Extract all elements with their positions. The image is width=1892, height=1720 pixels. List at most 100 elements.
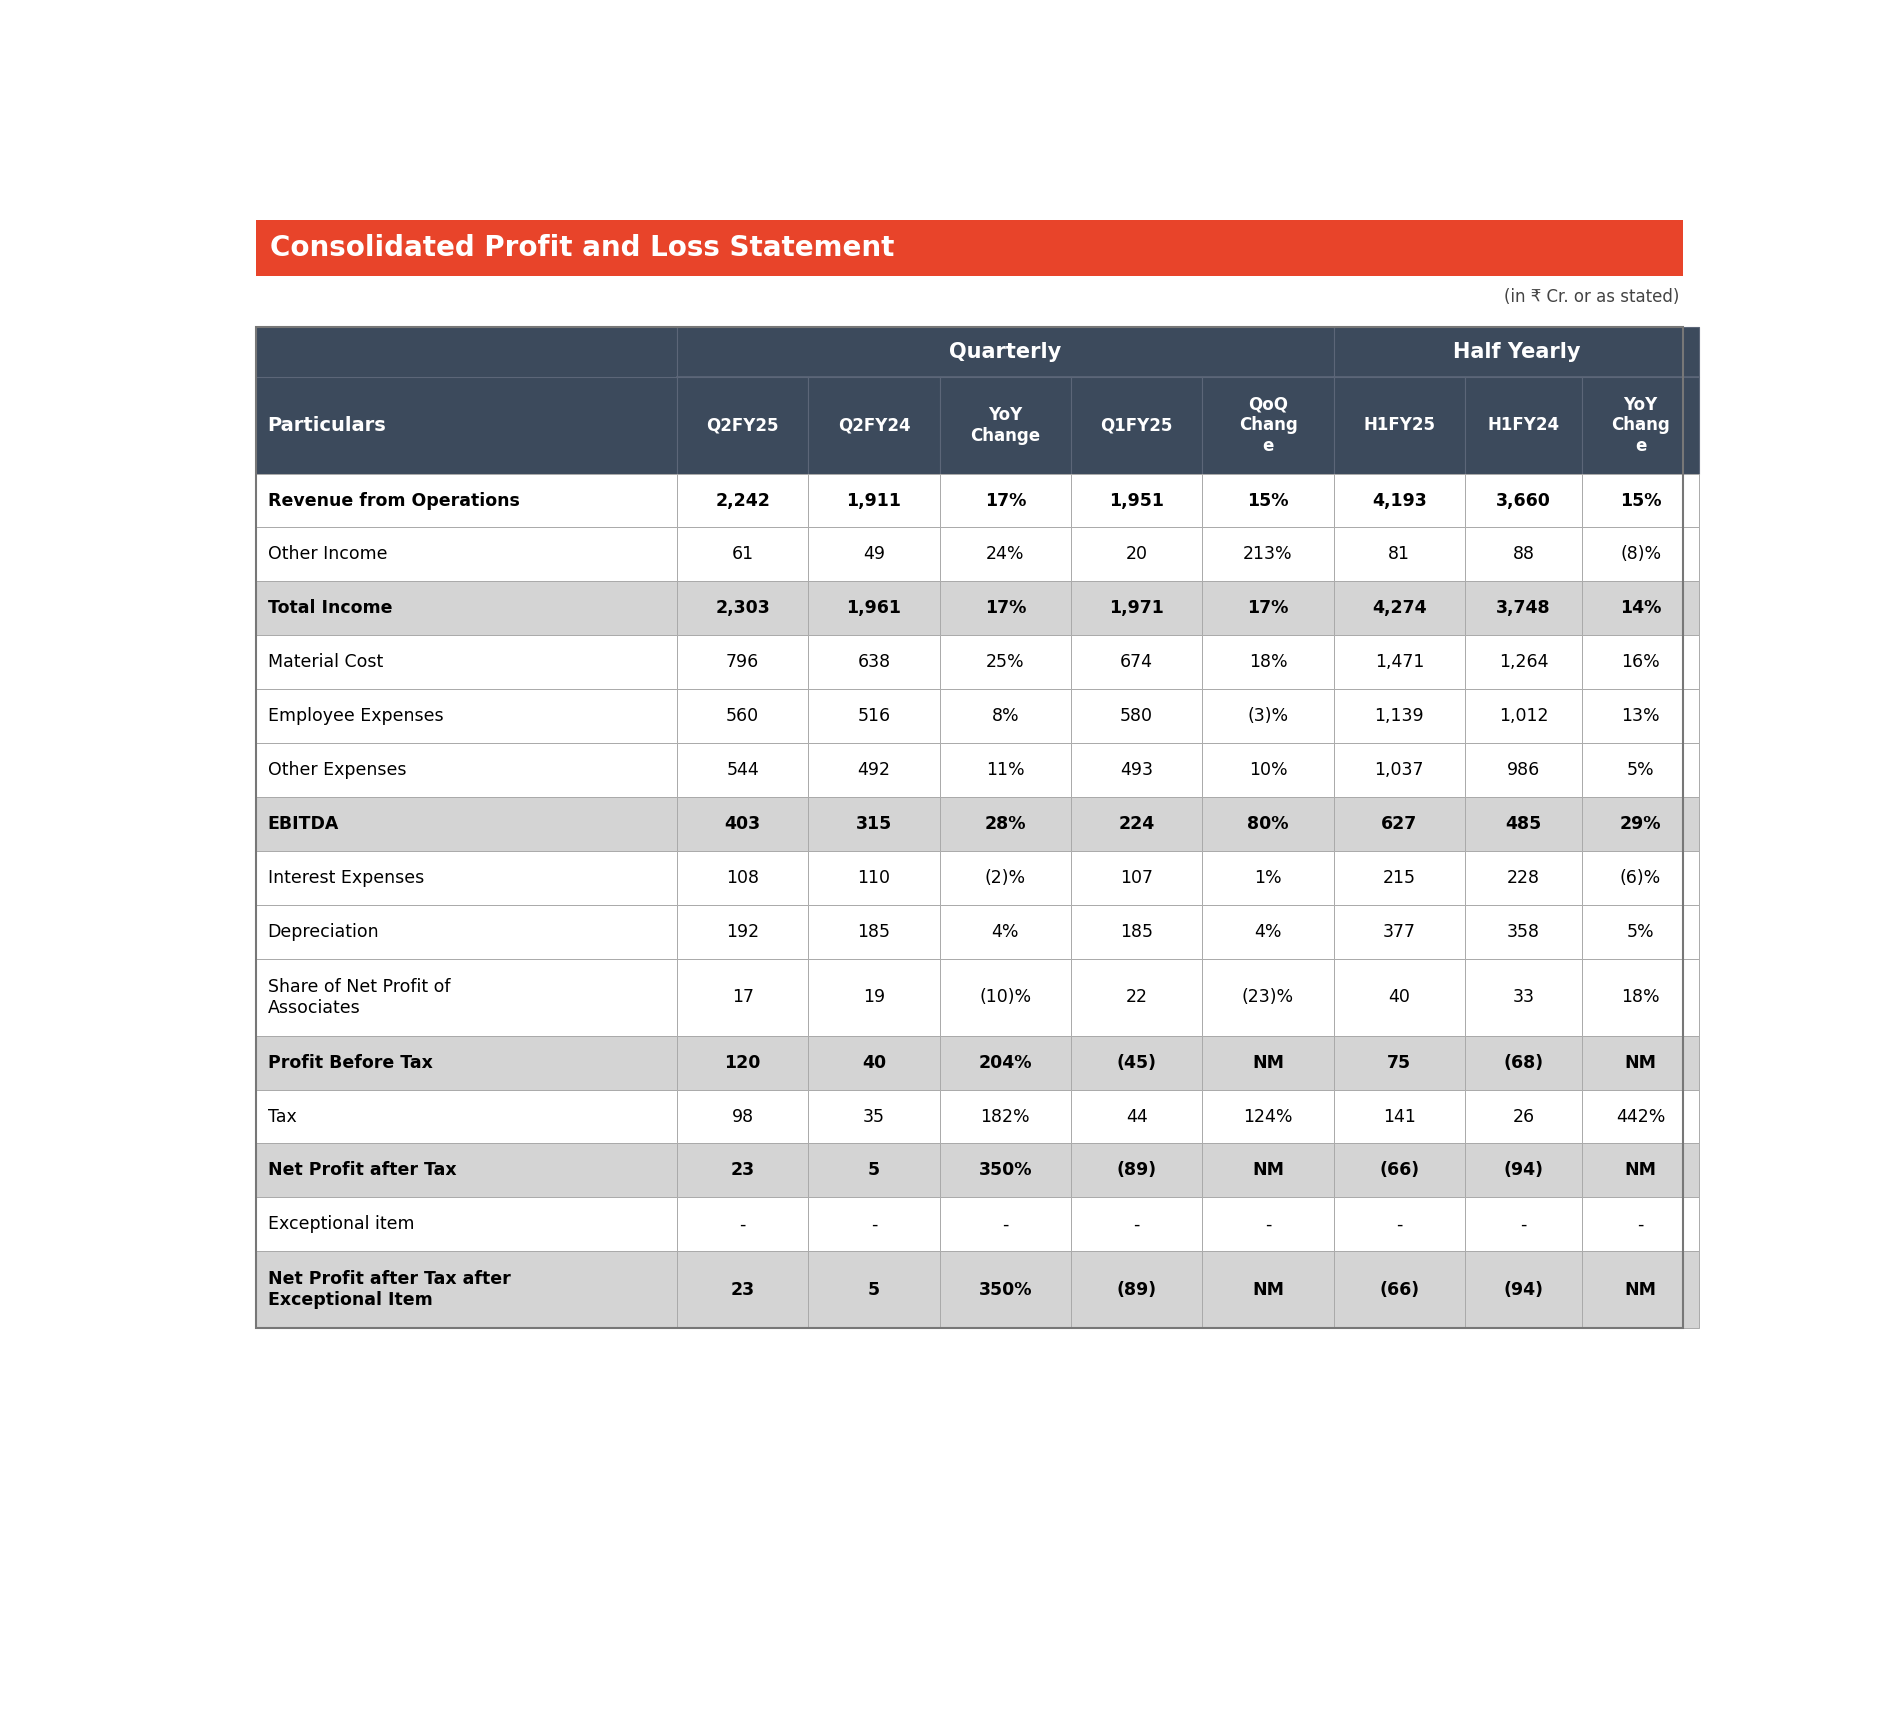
Bar [808, 1089, 940, 1144]
Bar [1582, 581, 1699, 635]
Bar [677, 581, 808, 635]
Bar [1582, 851, 1699, 905]
Bar [255, 743, 677, 796]
Bar [1464, 473, 1582, 528]
Bar [1334, 377, 1464, 473]
Bar [1582, 743, 1699, 796]
Text: H1FY25: H1FY25 [1364, 416, 1436, 435]
Bar [1201, 377, 1334, 473]
Bar [255, 220, 1684, 275]
Text: -: - [740, 1216, 745, 1233]
Bar [808, 1197, 940, 1250]
Bar [1582, 1197, 1699, 1250]
Text: 120: 120 [725, 1054, 761, 1072]
Bar [1464, 1197, 1582, 1250]
Text: 1,971: 1,971 [1109, 599, 1164, 617]
Bar [1071, 851, 1201, 905]
Text: 40: 40 [1389, 989, 1410, 1006]
Text: 23: 23 [730, 1161, 755, 1180]
Bar [940, 635, 1071, 690]
Text: Tax: Tax [267, 1108, 297, 1125]
Bar [255, 327, 677, 473]
Text: (in ₹ Cr. or as stated): (in ₹ Cr. or as stated) [1504, 287, 1680, 306]
Bar [1582, 528, 1699, 581]
Text: 17%: 17% [984, 492, 1025, 509]
Text: (89): (89) [1116, 1161, 1156, 1180]
Bar [255, 958, 677, 1035]
Text: 61: 61 [732, 545, 753, 564]
Bar [1334, 1197, 1464, 1250]
Text: Q1FY25: Q1FY25 [1101, 416, 1173, 435]
Bar [808, 1144, 940, 1197]
Text: Profit Before Tax: Profit Before Tax [267, 1054, 433, 1072]
Bar [677, 1144, 808, 1197]
Text: 674: 674 [1120, 654, 1152, 671]
Text: 10%: 10% [1249, 760, 1287, 779]
Text: NM: NM [1625, 1281, 1657, 1299]
Text: 15%: 15% [1620, 492, 1661, 509]
Text: Net Profit after Tax after
Exceptional Item: Net Profit after Tax after Exceptional I… [267, 1271, 511, 1309]
Bar [255, 1250, 677, 1328]
Text: 544: 544 [727, 760, 759, 779]
Text: 213%: 213% [1243, 545, 1292, 564]
Bar [1201, 851, 1334, 905]
Text: 1,037: 1,037 [1375, 760, 1425, 779]
Text: 1,471: 1,471 [1375, 654, 1425, 671]
Text: 49: 49 [863, 545, 885, 564]
Text: (2)%: (2)% [984, 869, 1025, 888]
Bar [677, 743, 808, 796]
Text: (89): (89) [1116, 1281, 1156, 1299]
Bar [255, 905, 677, 958]
Text: 350%: 350% [978, 1281, 1033, 1299]
Bar [1071, 1089, 1201, 1144]
Text: 35: 35 [863, 1108, 885, 1125]
Text: NM: NM [1625, 1054, 1657, 1072]
Text: 124%: 124% [1243, 1108, 1292, 1125]
Text: (94): (94) [1504, 1161, 1544, 1180]
Text: -: - [1637, 1216, 1644, 1233]
Bar [1334, 635, 1464, 690]
Text: 4,193: 4,193 [1372, 492, 1427, 509]
Bar [1582, 905, 1699, 958]
Text: 22: 22 [1126, 989, 1148, 1006]
Bar [1464, 1250, 1582, 1328]
Text: Employee Expenses: Employee Expenses [267, 707, 443, 726]
Bar [1071, 796, 1201, 851]
Bar [1464, 743, 1582, 796]
Text: EBITDA: EBITDA [267, 815, 339, 832]
Bar [940, 377, 1071, 473]
Bar [677, 1197, 808, 1250]
Text: H1FY24: H1FY24 [1487, 416, 1559, 435]
Text: NM: NM [1625, 1161, 1657, 1180]
Bar [677, 473, 808, 528]
Bar [1071, 690, 1201, 743]
Bar [1334, 327, 1699, 377]
Bar [1071, 635, 1201, 690]
Bar [1464, 1144, 1582, 1197]
Text: NM: NM [1253, 1054, 1285, 1072]
Text: 5: 5 [868, 1281, 880, 1299]
Bar [940, 1035, 1071, 1089]
Bar [677, 528, 808, 581]
Bar [255, 581, 677, 635]
Text: 986: 986 [1506, 760, 1540, 779]
Bar [1071, 581, 1201, 635]
Text: 88: 88 [1512, 545, 1534, 564]
Bar [677, 1089, 808, 1144]
Bar [1582, 377, 1699, 473]
Text: Share of Net Profit of
Associates: Share of Net Profit of Associates [267, 977, 450, 1017]
Text: -: - [1003, 1216, 1008, 1233]
Bar [1464, 581, 1582, 635]
Bar [1464, 796, 1582, 851]
Text: Consolidated Profit and Loss Statement: Consolidated Profit and Loss Statement [271, 234, 895, 261]
Bar [677, 958, 808, 1035]
Text: 26: 26 [1512, 1108, 1534, 1125]
Text: 516: 516 [857, 707, 891, 726]
Bar [1464, 635, 1582, 690]
Text: 17: 17 [732, 989, 753, 1006]
Text: 315: 315 [855, 815, 893, 832]
Text: -: - [1133, 1216, 1139, 1233]
Bar [1582, 473, 1699, 528]
Bar [255, 796, 677, 851]
Text: YoY
Chang
e: YoY Chang e [1612, 396, 1671, 456]
